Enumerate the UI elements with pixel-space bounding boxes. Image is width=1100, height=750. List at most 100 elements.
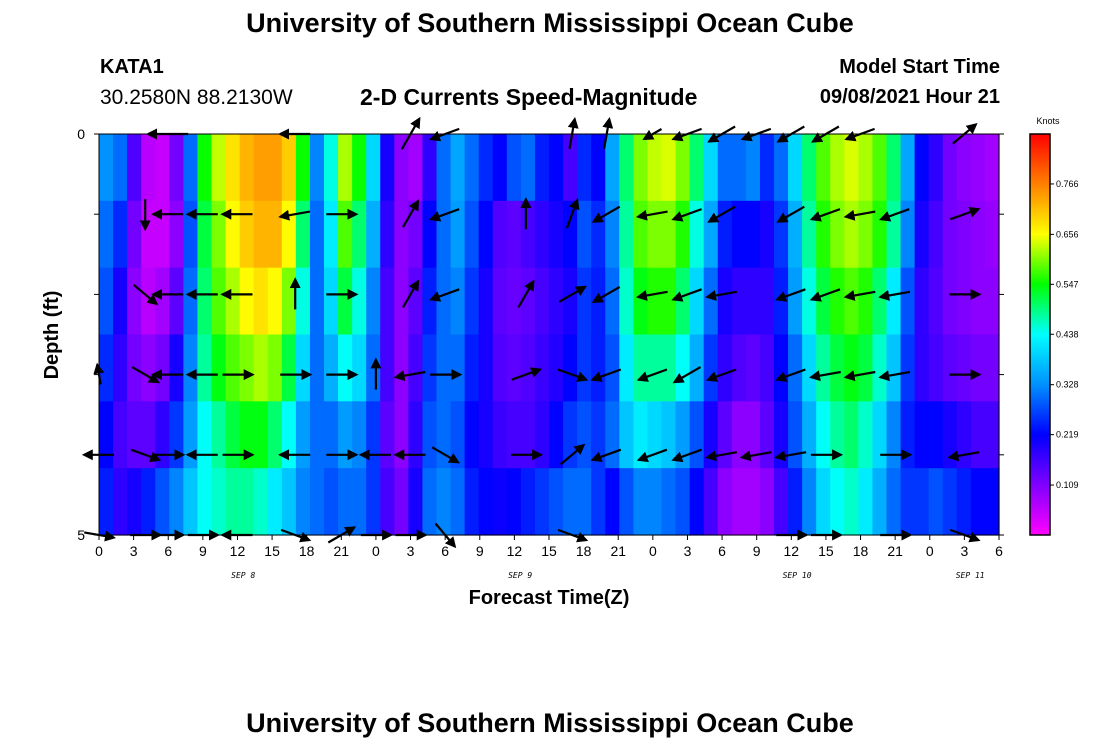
heatmap-cell (380, 468, 395, 536)
heatmap-cell (942, 401, 958, 469)
heatmap-cell (394, 134, 409, 202)
current-vector-arrow (591, 285, 621, 303)
heatmap-cell (717, 334, 733, 402)
heatmap-cell (436, 267, 452, 336)
heatmap-cell (464, 401, 480, 469)
heatmap-cell (745, 401, 761, 469)
heatmap-cell (338, 134, 353, 202)
heatmap-cell (844, 134, 859, 202)
heatmap-cell (267, 468, 283, 536)
heatmap-cell (759, 468, 775, 536)
heatmap-cell (197, 401, 213, 469)
x-tick-label: 0 (926, 543, 934, 559)
heatmap-cell (844, 468, 859, 536)
heatmap-cell (506, 468, 522, 536)
heatmap-cell (436, 468, 452, 536)
heatmap-cell (759, 200, 775, 269)
heatmap-cell (394, 334, 409, 402)
heatmap-cell (549, 468, 564, 536)
heatmap-cell (703, 267, 719, 336)
heatmap-cell (295, 401, 311, 469)
x-tick-label: 21 (610, 543, 626, 559)
current-vector-arrow (707, 205, 736, 223)
heatmap-cell (605, 134, 620, 202)
heatmap-cell (366, 200, 381, 269)
heatmap-cell (577, 267, 592, 336)
heatmap-cell (197, 134, 213, 202)
heatmap-cell (450, 134, 466, 202)
heatmap-cell (703, 334, 719, 402)
heatmap-cell (309, 200, 325, 269)
heatmap-cell (633, 334, 649, 402)
heatmap-cell (549, 200, 564, 269)
x-tick-label: 0 (649, 543, 657, 559)
x-tick-label: 18 (576, 543, 592, 559)
heatmap-cell (647, 134, 663, 202)
current-vector-arrow (132, 283, 159, 306)
current-vector-arrow (739, 450, 772, 462)
heatmap-cell (436, 134, 452, 202)
current-vector-arrow (809, 288, 841, 302)
heatmap-cell (197, 334, 213, 402)
heatmap-cell (211, 468, 227, 536)
heatmap-cell (689, 468, 705, 536)
heatmap-cell (183, 200, 199, 269)
current-vector-arrow (558, 285, 588, 303)
heatmap-cell (914, 200, 930, 269)
heatmap-cell (534, 334, 550, 402)
heatmap-cell (225, 401, 241, 469)
heatmap-cell (984, 267, 1000, 336)
heatmap-cell (731, 267, 747, 336)
heatmap-cell (619, 134, 634, 202)
heatmap-cell (563, 401, 578, 469)
heatmap-cell (830, 401, 845, 469)
current-vector-arrow (511, 367, 543, 381)
heatmap-cell (99, 401, 114, 469)
station-id: KATA1 (100, 56, 164, 78)
heatmap-cell (886, 267, 902, 336)
heatmap-cell (422, 200, 438, 269)
current-vector-arrow (590, 368, 622, 382)
heatmap-cell (267, 401, 283, 469)
heatmap-cell (956, 134, 972, 202)
heatmap-cell (253, 468, 269, 536)
heatmap-cell (506, 134, 522, 202)
current-vector-arrow (878, 290, 911, 301)
x-tick-label: 18 (299, 543, 315, 559)
heatmap-cell (956, 468, 972, 536)
heatmap-cell (858, 468, 874, 536)
heatmap-cell (591, 200, 606, 269)
heatmap-cell (534, 401, 550, 469)
current-vector-arrow (671, 208, 702, 222)
heatmap-cell (549, 334, 564, 402)
current-vector-arrow (809, 370, 841, 382)
heatmap-cell (520, 468, 536, 536)
heatmap-cell (774, 334, 789, 402)
current-vector-arrow (402, 279, 420, 308)
heatmap-cell (197, 200, 213, 269)
heatmap-cell (774, 200, 789, 269)
heatmap-cell (520, 401, 536, 469)
heatmap-cell (492, 468, 508, 536)
heatmap-cell (253, 200, 269, 269)
heatmap-cell (731, 401, 747, 469)
heatmap-cell (591, 134, 606, 202)
heatmap-cell (225, 468, 241, 536)
heatmap-cell (647, 401, 663, 469)
heatmap-cells (99, 134, 1000, 536)
current-vector-arrow (636, 368, 668, 382)
heatmap-cell (422, 134, 438, 202)
heatmap-cell (520, 134, 536, 202)
heatmap-cell (99, 334, 114, 402)
heatmap-cell (366, 134, 381, 202)
heatmap-cell (745, 200, 761, 269)
heatmap-cell (830, 134, 845, 202)
x-tick-label: 21 (334, 543, 350, 559)
y-tick-label: 0 (77, 126, 85, 142)
heatmap-cell (309, 401, 325, 469)
heatmap-cell (506, 401, 522, 469)
heatmap-cell (295, 468, 311, 536)
heatmap-cell (563, 134, 578, 202)
heatmap-cell (830, 468, 845, 536)
heatmap-cell (394, 200, 409, 269)
